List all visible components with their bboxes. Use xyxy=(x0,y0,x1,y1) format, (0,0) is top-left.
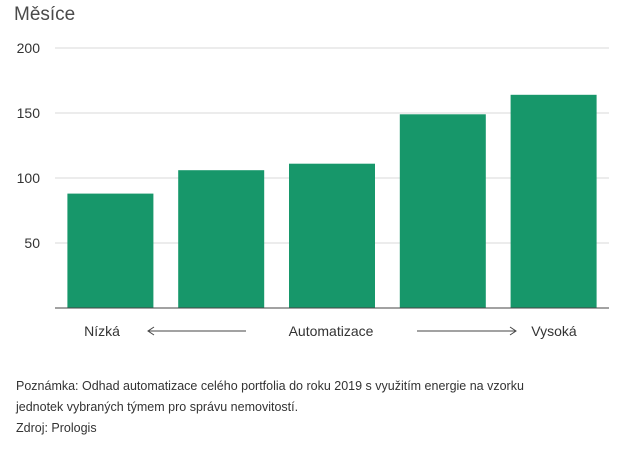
footnote-line-1: Poznámka: Odhad automatizace celého port… xyxy=(16,379,524,393)
bar xyxy=(399,114,486,308)
bar xyxy=(510,94,597,308)
y-axis-unit-label: Měsíce xyxy=(14,4,76,25)
bar xyxy=(178,170,265,308)
x-axis: Nízká Automatizace Vysoká xyxy=(84,323,577,339)
y-tick-label: 100 xyxy=(17,170,41,186)
x-axis-title: Automatizace xyxy=(289,323,374,339)
footnote-line-2: jednotek vybraných týmem pro správu nemo… xyxy=(16,400,299,414)
arrow-left-icon xyxy=(147,326,246,336)
bar xyxy=(289,163,375,308)
footnote: Poznámka: Odhad automatizace celého port… xyxy=(16,376,616,439)
y-tick-label: 150 xyxy=(17,105,41,121)
y-tick-label: 50 xyxy=(24,235,40,251)
bar xyxy=(67,193,154,308)
x-axis-high-label: Vysoká xyxy=(531,323,577,339)
bar-chart: 50 100 150 200 Nízká Automatizace Vysoká xyxy=(17,40,609,339)
y-axis-ticks: 50 100 150 200 xyxy=(17,40,41,251)
x-axis-low-label: Nízká xyxy=(84,323,120,339)
arrow-right-icon xyxy=(417,326,517,336)
footnote-source: Zdroj: Prologis xyxy=(16,421,97,435)
bars xyxy=(67,94,597,308)
y-tick-label: 200 xyxy=(17,40,41,56)
